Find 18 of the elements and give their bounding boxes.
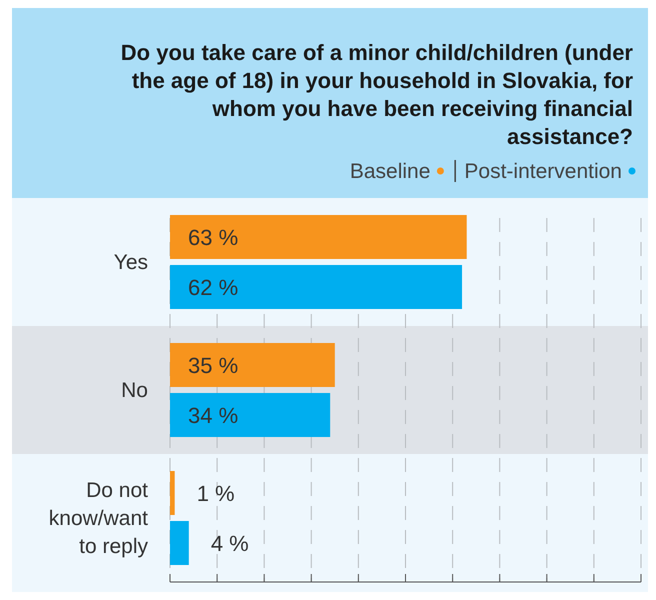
bar [170, 471, 175, 515]
bar [170, 215, 467, 259]
bar [170, 343, 335, 387]
y-tick-label: Do not know/want to reply [48, 479, 148, 558]
y-tick-label: No [121, 379, 148, 402]
legend-label: Post-intervention [464, 160, 622, 183]
data-label: 35 % [188, 353, 238, 378]
y-tick-label: Yes [114, 251, 148, 274]
legend-label: Baseline [350, 160, 430, 183]
data-label: 62 % [188, 275, 238, 300]
data-label: 63 % [188, 225, 238, 250]
chart-title: Do you take care of a minor child/children (under the age of 18) in your household in Slovakia, for whom you have been receiving financial assistance? [120, 40, 634, 149]
data-label: 1 % [196, 481, 235, 506]
bar [170, 265, 462, 309]
bar [170, 521, 189, 565]
bar [170, 393, 330, 437]
data-label: 34 % [188, 403, 238, 428]
data-label: 4 % [210, 531, 249, 556]
